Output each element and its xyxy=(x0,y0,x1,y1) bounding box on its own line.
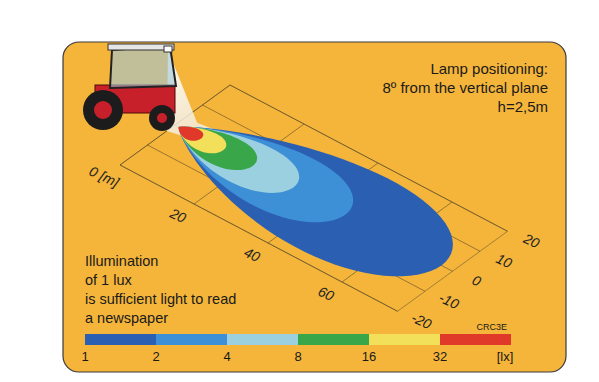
colorbar-unit: [lx] xyxy=(497,349,514,364)
isolux-region xyxy=(179,127,453,277)
lamp-text: 8º from the vertical plane xyxy=(382,79,548,96)
y-tick-label: -20 xyxy=(409,309,434,332)
isolux-region xyxy=(179,127,300,193)
colorbar-segment xyxy=(227,334,298,345)
colorbar-segment xyxy=(369,334,440,345)
lamp-text: h=2,5m xyxy=(498,98,548,115)
colorbar xyxy=(85,334,511,345)
code-label: CRC3E xyxy=(476,322,507,332)
colorbar-segment xyxy=(440,334,511,345)
colorbar-segment xyxy=(298,334,369,345)
note-text: is sufficient light to read xyxy=(85,291,236,307)
colorbar-segment xyxy=(85,334,156,345)
isolux-region xyxy=(179,127,204,141)
note-text: a newspaper xyxy=(85,310,168,326)
tractor-hub xyxy=(157,113,167,123)
y-tick-label: 0 xyxy=(470,272,484,290)
colorbar-segment xyxy=(156,334,227,345)
y-tick-label: -10 xyxy=(437,289,462,312)
tractor xyxy=(83,44,176,131)
contours xyxy=(179,127,453,277)
tractor-wheel xyxy=(149,105,175,131)
panel xyxy=(63,42,566,372)
tractor-hub xyxy=(94,101,112,119)
tractor-cab xyxy=(110,46,176,88)
y-tick-label: 10 xyxy=(494,250,515,271)
colorbar-label: 32 xyxy=(433,349,447,364)
y-tick-label: 20 xyxy=(520,230,542,252)
tractor-wheel xyxy=(83,90,123,130)
isolux-region xyxy=(179,127,227,154)
colorbar-label: 8 xyxy=(294,349,301,364)
note-text: of 1 lux xyxy=(85,272,132,288)
x-tick-label: 0 [m] xyxy=(87,163,123,191)
isolux-region xyxy=(179,127,257,170)
x-tick-label: 40 xyxy=(242,244,263,265)
colorbar-label: 1 xyxy=(81,349,88,364)
tractor-lamp xyxy=(164,46,172,52)
lamp-text: Lamp positioning: xyxy=(430,60,548,77)
x-tick-label: 60 xyxy=(316,283,337,304)
colorbar-label: 2 xyxy=(152,349,159,364)
colorbar-label: 16 xyxy=(362,349,376,364)
x-tick-label: 20 xyxy=(167,205,189,227)
note-text: Illumination xyxy=(85,253,158,269)
isolux-region xyxy=(179,127,354,223)
colorbar-label: 4 xyxy=(223,349,230,364)
